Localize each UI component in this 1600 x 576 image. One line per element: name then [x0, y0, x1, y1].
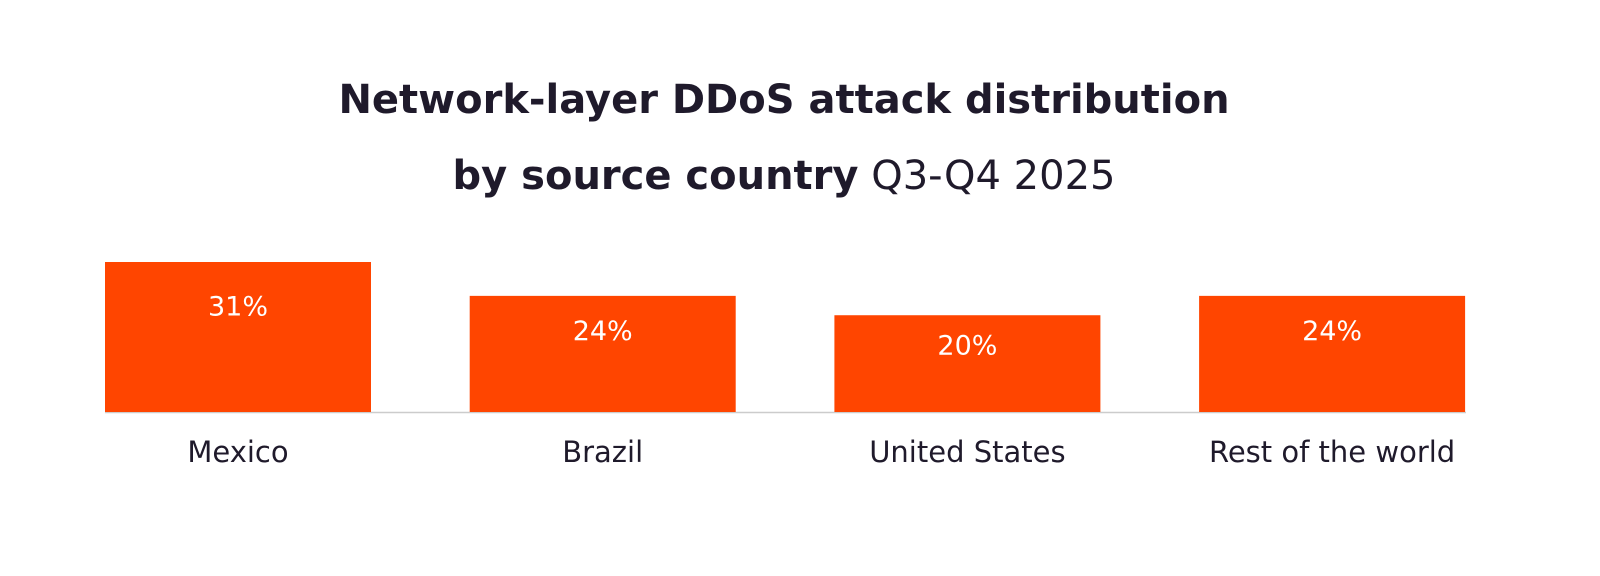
chart-title: Network-layer DDoS attack distribution b…: [0, 62, 1568, 214]
category-label: Brazil: [562, 435, 643, 469]
title-line-2: by source country Q3-Q4 2025: [0, 138, 1568, 214]
data-label: 20%: [937, 330, 997, 361]
title-period: Q3-Q4 2025: [871, 153, 1116, 199]
bar-united-states: [834, 315, 1101, 412]
data-label: 24%: [1302, 316, 1362, 347]
title-bold-line-1: Network-layer DDoS attack distribution: [338, 77, 1230, 123]
bar-mexico: [105, 262, 371, 412]
bar-brazil: [469, 295, 736, 412]
bar-rest-of-the-world: [1199, 295, 1466, 412]
category-label: Mexico: [187, 435, 288, 469]
title-line-1: Network-layer DDoS attack distribution: [0, 62, 1568, 138]
category-label: United States: [869, 435, 1065, 469]
data-label: 24%: [573, 316, 633, 347]
title-bold-line-2: by source country: [452, 153, 859, 199]
data-label: 31%: [208, 292, 268, 323]
category-label: Rest of the world: [1209, 435, 1455, 469]
